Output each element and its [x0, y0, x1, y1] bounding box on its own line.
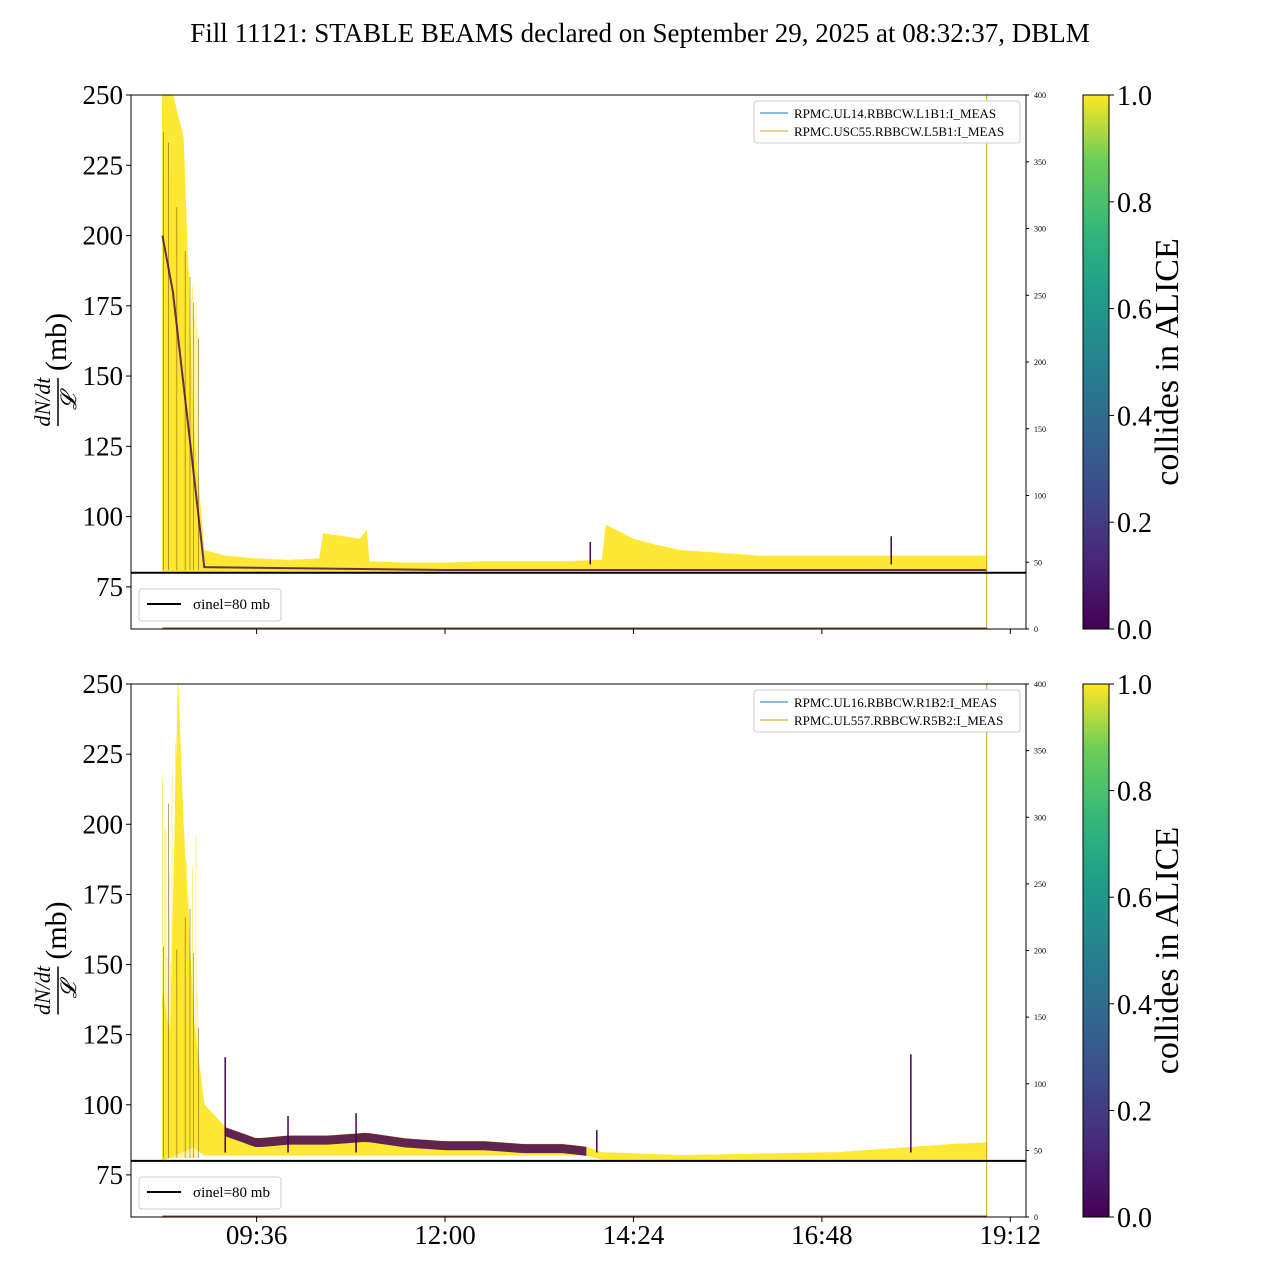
colorbar: [1082, 683, 1110, 1218]
y-tick-label: 225: [83, 739, 124, 769]
y-tick-label: 150: [83, 950, 124, 980]
legend-label: RPMC.UL16.RBBCW.R1B2:I_MEAS: [794, 695, 997, 710]
legend-box: [753, 100, 1021, 144]
colorbar-tick-label: 1.0: [1117, 670, 1152, 701]
data-region-yellow: [162, 95, 988, 572]
y-axis-label-unit: (mb): [40, 313, 73, 371]
y-axis-label-den: 𝓛: [56, 388, 81, 410]
y-tick-label: 250: [83, 669, 124, 699]
y-tick-label: 125: [83, 1020, 124, 1050]
y-axis-label-unit: (mb): [40, 901, 73, 959]
y2-tick-label: 150: [1034, 425, 1046, 434]
y-tick-label: 225: [83, 150, 124, 180]
page-title: Fill 11121: STABLE BEAMS declared on Sep…: [190, 18, 1090, 48]
legend-label: RPMC.UL14.RBBCW.L1B1:I_MEAS: [794, 106, 996, 121]
y2-tick-label: 50: [1034, 1146, 1042, 1155]
colorbar-tick-label: 0.6: [1117, 883, 1152, 914]
sigma-legend-label: σinel=80 mb: [193, 1185, 270, 1201]
y2-tick-label: 350: [1034, 158, 1046, 167]
y2-tick-label: 250: [1034, 291, 1046, 300]
y2-tick-label: 50: [1034, 558, 1042, 567]
y2-tick-label: 100: [1034, 1080, 1046, 1089]
y2-tick-label: 150: [1034, 1013, 1046, 1022]
y2-tick-label: 300: [1034, 225, 1046, 234]
y-tick-label: 100: [83, 502, 124, 532]
data-band-purple: [225, 1127, 587, 1156]
colorbar-tick-label: 0.8: [1117, 777, 1152, 808]
y2-tick-label: 250: [1034, 880, 1046, 889]
y-tick-label: 150: [83, 361, 124, 391]
y-tick-label: 75: [96, 1160, 123, 1190]
data-line-purple: [161, 235, 987, 571]
colorbar-tick-label: 0.6: [1117, 295, 1152, 326]
panel-top-plot: [161, 95, 988, 629]
y-axis-label: dN/dt 𝓛 (mb): [30, 313, 81, 427]
y-tick-label: 125: [83, 431, 124, 461]
panel-bottom-plot: [162, 684, 988, 1217]
x-tick-label: 14:24: [603, 1220, 665, 1250]
sigma-legend-box: [138, 1176, 282, 1210]
colorbar-tick-label: 1.0: [1117, 81, 1152, 112]
colorbar-tick-label: 0.8: [1117, 188, 1152, 219]
legend-label: RPMC.USC55.RBBCW.L5B1:I_MEAS: [794, 124, 1004, 139]
y2-tick-label: 200: [1034, 947, 1046, 956]
colorbar-tick-label: 0.2: [1117, 508, 1152, 539]
y-tick-label: 250: [83, 80, 124, 110]
y-tick-label: 200: [83, 809, 124, 839]
y-tick-label: 200: [83, 221, 124, 251]
y-tick-label: 175: [83, 879, 124, 909]
x-tick-label: 16:48: [791, 1220, 853, 1250]
colorbar: [1082, 94, 1110, 630]
y-axis-label-num: dN/dt: [30, 377, 55, 427]
y-axis-label-num: dN/dt: [30, 965, 55, 1015]
y2-tick-label: 200: [1034, 358, 1046, 367]
x-tick-label: 12:00: [414, 1220, 476, 1250]
y2-tick-label: 400: [1034, 680, 1046, 689]
y2-tick-label: 0: [1034, 625, 1038, 634]
legend-label: RPMC.UL557.RBBCW.R5B2:I_MEAS: [794, 713, 1003, 728]
colorbar-label: collides in ALICE: [1149, 238, 1186, 485]
colorbar-tick-label: 0.2: [1117, 1096, 1152, 1127]
colorbar-label: collides in ALICE: [1149, 827, 1186, 1074]
y-tick-label: 100: [83, 1090, 124, 1120]
y2-tick-label: 100: [1034, 492, 1046, 501]
colorbar-tick-label: 0.4: [1117, 401, 1152, 432]
colorbar-tick-label: 0.0: [1117, 1203, 1152, 1234]
data-region-yellow: [162, 684, 988, 1162]
x-tick-label: 19:12: [980, 1220, 1042, 1250]
x-tick-label: 09:36: [226, 1220, 288, 1250]
y2-tick-label: 0: [1034, 1213, 1038, 1222]
axes-frame: [130, 683, 1027, 1218]
colorbar-tick-label: 0.4: [1117, 990, 1152, 1021]
y-tick-label: 175: [83, 291, 124, 321]
y-axis-label: dN/dt 𝓛 (mb): [30, 901, 81, 1015]
sigma-legend-box: [138, 588, 282, 622]
y-axis-label-den: 𝓛: [56, 977, 81, 999]
y2-tick-label: 300: [1034, 813, 1046, 822]
y2-tick-label: 350: [1034, 747, 1046, 756]
legend-box: [753, 689, 1021, 733]
sigma-legend-label: σinel=80 mb: [193, 597, 270, 613]
colorbar-tick-label: 0.0: [1117, 615, 1152, 646]
y-tick-label: 75: [96, 572, 123, 602]
y2-tick-label: 400: [1034, 91, 1046, 100]
